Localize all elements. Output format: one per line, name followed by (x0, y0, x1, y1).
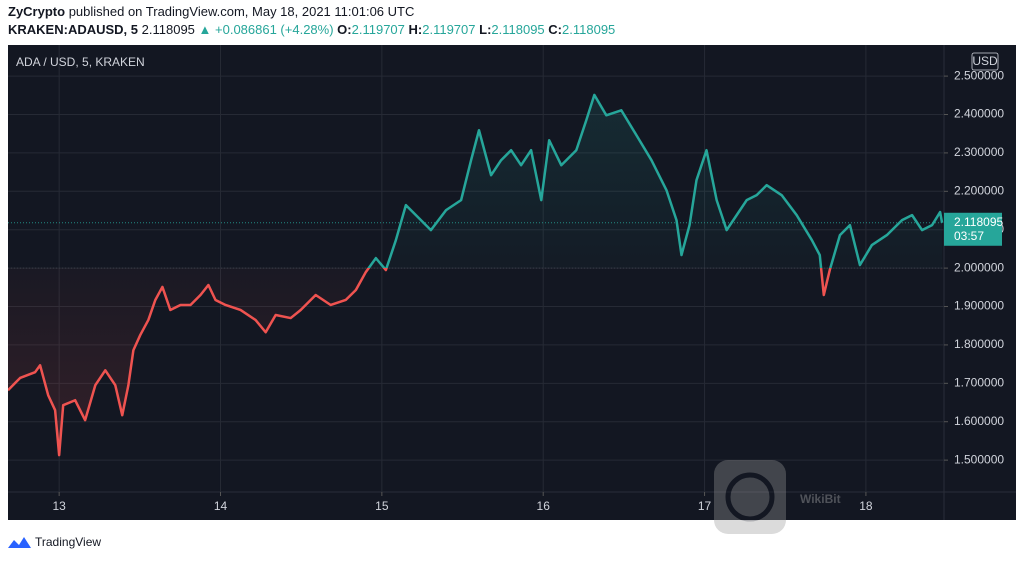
y-tick-label: 1.700000 (954, 375, 1004, 389)
footer-brand: TradingView (35, 535, 101, 549)
header-line-1: ZyCrypto published on TradingView.com, M… (8, 4, 414, 19)
last-price: 2.118095 (142, 22, 195, 37)
y-tick-label: 1.600000 (954, 414, 1004, 428)
footer-icon (8, 537, 31, 548)
open-label: O: (337, 22, 351, 37)
axes: 1.500000 1.600000 1.700000 1.800000 1.900000… (52, 68, 1004, 513)
change: ▲ +0.086861 (+4.28%) (199, 22, 334, 37)
y-tick-label: 2.400000 (954, 107, 1004, 121)
x-tick-label: 13 (52, 499, 66, 513)
y-tick-label: 1.500000 (954, 452, 1004, 466)
currency: USD (972, 54, 998, 68)
watermark-logo-mark (725, 472, 775, 522)
high-label: H: (409, 22, 423, 37)
price-line (8, 93, 944, 457)
symbol: KRAKEN:ADAUSD, 5 (8, 22, 138, 37)
open: 2.119707 (352, 22, 405, 37)
y-tick-label: 2.500000 (954, 68, 1004, 82)
close: 2.118095 (562, 22, 615, 37)
x-tick-label: 14 (214, 499, 228, 513)
y-tick-label: 2.300000 (954, 145, 1004, 159)
low: 2.118095 (491, 22, 544, 37)
high: 2.119707 (422, 22, 475, 37)
baseline-area (8, 94, 943, 456)
last-price-box (944, 212, 1002, 246)
watermark-text: WikiBit (800, 492, 841, 506)
watermark-logo (714, 460, 786, 534)
low-label: L: (479, 22, 491, 37)
y-tick-label: 1.900000 (954, 299, 1004, 313)
close-label: C: (548, 22, 562, 37)
x-tick-label: 15 (375, 499, 389, 513)
countdown: 03:57 (954, 229, 984, 243)
x-tick-label: 17 (698, 499, 712, 513)
y-tick-label: 2.200000 (954, 183, 1004, 197)
symbol-label: ADA / USD, 5, KRAKEN (16, 55, 145, 69)
plot (8, 93, 944, 457)
last-price-label: 2.118095 (954, 215, 1003, 229)
y-tick-label: 2.000000 (954, 260, 1004, 274)
currency-box (971, 52, 999, 71)
watermark: WikiBit (714, 460, 841, 534)
x-tick-label: 18 (859, 499, 873, 513)
author: ZyCrypto (8, 4, 65, 19)
published: published on TradingView.com, May 18, 20… (69, 4, 415, 19)
header-line-2: KRAKEN:ADAUSD, 5 2.118095 ▲ +0.086861 (+… (8, 22, 615, 37)
footer-logo: TradingView (8, 535, 101, 549)
y-tick-label: 1.800000 (954, 337, 1004, 351)
x-tick-label: 16 (537, 499, 551, 513)
